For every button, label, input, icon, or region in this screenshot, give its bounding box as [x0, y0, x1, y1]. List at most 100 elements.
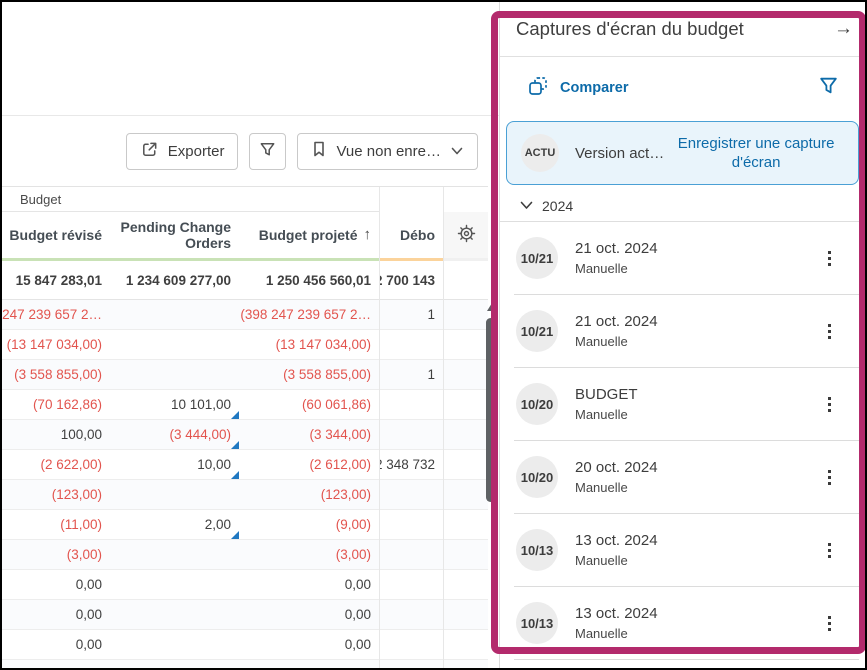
table-row: 0,00 0,00: [2, 600, 488, 630]
kebab-menu-icon[interactable]: [824, 539, 835, 562]
snapshot-list-item[interactable]: 10/13 13 oct. 2024 Manuelle: [514, 514, 859, 587]
cell-pending-change-orders: [110, 570, 239, 599]
table-filter-button[interactable]: [249, 132, 287, 170]
cell-budget-revise: (123,00): [51, 487, 102, 502]
column-group-header: Budget: [2, 187, 488, 212]
current-version-badge: ACTU: [521, 134, 559, 172]
cell-debours: [379, 510, 443, 539]
cell-budget-projete: (398 247 239 657 2…: [240, 307, 371, 322]
cell-debours: 1: [427, 367, 435, 382]
snapshot-list-item[interactable]: 10/21 21 oct. 2024 Manuelle: [514, 295, 859, 368]
cell-budget-projete: (123,00): [320, 487, 371, 502]
chevron-down-icon: [450, 143, 464, 160]
header-pending-change-orders[interactable]: Pending Change Orders: [120, 218, 231, 251]
panel-actions-row: Comparer: [500, 57, 865, 119]
snapshot-type: Manuelle: [575, 626, 628, 641]
cell-budget-projete: 0,00: [344, 637, 371, 652]
header-debours[interactable]: Débo: [400, 226, 435, 243]
grand-total-row: 15 847 283,01 1 234 609 277,00 1 250 456…: [2, 261, 488, 300]
column-divider: [379, 187, 380, 668]
drilldown-triangle-icon: [231, 471, 239, 479]
table-row: (123,00) (123,00): [2, 480, 488, 510]
debours-underline: [379, 258, 443, 261]
cell-budget-revise: 0,00: [2, 660, 110, 668]
cell-budget-revise: (2 622,00): [40, 457, 102, 472]
cell-pending-change-orders: [110, 300, 239, 329]
snapshot-date-avatar: 10/21: [516, 310, 558, 352]
year-section-label: 2024: [542, 198, 574, 214]
group-divider: [2, 211, 379, 212]
current-version-card[interactable]: ACTU Version act… Enregistrer une captur…: [506, 121, 859, 185]
cell-pending-change-orders[interactable]: 10 101,00: [110, 390, 239, 419]
gear-icon[interactable]: [456, 223, 477, 247]
vertical-scrollbar-thumb[interactable]: [486, 318, 495, 502]
kebab-menu-icon[interactable]: [824, 612, 835, 635]
cell-budget-projete: 0,00: [239, 660, 379, 668]
header-underline: [2, 258, 488, 261]
group-label-budget: Budget: [20, 192, 62, 207]
cell-debours: [379, 390, 443, 419]
cell-pending-change-orders: [110, 330, 239, 359]
scrollbar-up-arrow[interactable]: [487, 303, 497, 311]
cell-budget-revise: (3 558 855,00): [14, 367, 102, 382]
cell-budget-projete: (9,00): [335, 517, 371, 532]
table-row: 0,00 0,00: [2, 570, 488, 600]
kebab-menu-icon[interactable]: [824, 466, 835, 489]
cell-budget-revise: 0,00: [75, 637, 102, 652]
panel-title: Captures d'écran du budget: [516, 18, 744, 39]
header-budget-revise[interactable]: Budget révisé: [9, 226, 102, 243]
cell-budget-projete: (3,00): [335, 547, 371, 562]
snapshot-filter-icon[interactable]: [818, 75, 839, 101]
snapshot-type: Manuelle: [575, 407, 628, 422]
filter-icon: [258, 140, 277, 163]
current-version-name: Version act…: [575, 144, 665, 162]
collapse-panel-arrow-icon[interactable]: →: [834, 18, 853, 39]
snapshot-type: Manuelle: [575, 261, 628, 276]
cell-pending-change-orders[interactable]: (3 444,00): [110, 420, 239, 449]
cell-budget-projete: 0,00: [344, 577, 371, 592]
cell-pending-change-orders: [110, 540, 239, 569]
saved-view-dropdown[interactable]: Vue non enre…: [297, 132, 478, 170]
compare-button[interactable]: Comparer: [527, 75, 629, 101]
cell-debours: [379, 630, 443, 659]
snapshot-date-avatar: 10/13: [516, 529, 558, 571]
table-row: 100,00 (3 444,00) (3 344,00): [2, 420, 488, 450]
compare-label: Comparer: [560, 80, 629, 96]
cell-budget-revise: 0,00: [75, 577, 102, 592]
cell-pending-change-orders[interactable]: 10,00: [110, 450, 239, 479]
cell-debours: [379, 570, 443, 599]
cell-budget-projete: (3 344,00): [309, 427, 371, 442]
cell-budget-revise: 8 247 239 657 2…: [2, 307, 102, 322]
snapshot-list-item[interactable]: 10/20 BUDGET Manuelle: [514, 368, 859, 441]
snapshot-list-item[interactable]: 10/20 20 oct. 2024 Manuelle: [514, 441, 859, 514]
cell-pending-change-orders: [110, 480, 239, 509]
snapshots-panel: Captures d'écran du budget → Comparer: [499, 2, 865, 668]
cell-budget-revise: (70 162,86): [32, 397, 102, 412]
column-settings-cell: [443, 212, 488, 258]
year-section-2024[interactable]: 2024: [500, 191, 865, 222]
sort-ascending-icon: ↑: [363, 226, 372, 244]
kebab-menu-icon[interactable]: [824, 320, 835, 343]
cell-pending-change-orders[interactable]: 2,00: [110, 510, 239, 539]
header-budget-projete[interactable]: Budget projeté ↑: [258, 226, 372, 244]
total-budget-projete: 1 250 456 560,01: [265, 272, 371, 288]
table-row: 0,00 0,00: [2, 630, 488, 660]
export-button[interactable]: Exporter: [125, 132, 239, 170]
cell-debours: 1: [427, 307, 435, 322]
snapshot-list-item[interactable]: 10/21 21 oct. 2024 Manuelle: [514, 222, 859, 295]
total-pending-change-orders: 1 234 609 277,00: [125, 272, 231, 288]
cell-budget-revise: (13 147 034,00): [6, 337, 102, 352]
bookmark-icon: [311, 140, 327, 162]
snapshot-list-item[interactable]: 10/13 13 oct. 2024 Manuelle: [514, 587, 859, 660]
snapshot-date-avatar: 10/21: [516, 237, 558, 279]
kebab-menu-icon[interactable]: [824, 393, 835, 416]
snapshot-date-avatar: 10/20: [516, 456, 558, 498]
cell-budget-projete: (13 147 034,00): [275, 337, 371, 352]
budget-table: Budget Budget révisé Pending Change Orde…: [2, 186, 488, 668]
save-snapshot-link[interactable]: Enregistrer une capture d'écran: [677, 134, 835, 172]
kebab-menu-icon[interactable]: [824, 247, 835, 270]
cell-budget-revise: 0,00: [75, 607, 102, 622]
drilldown-triangle-icon: [231, 531, 239, 539]
table-row: (2 622,00) 10,00 (2 612,00) 2 348 732: [2, 450, 488, 480]
